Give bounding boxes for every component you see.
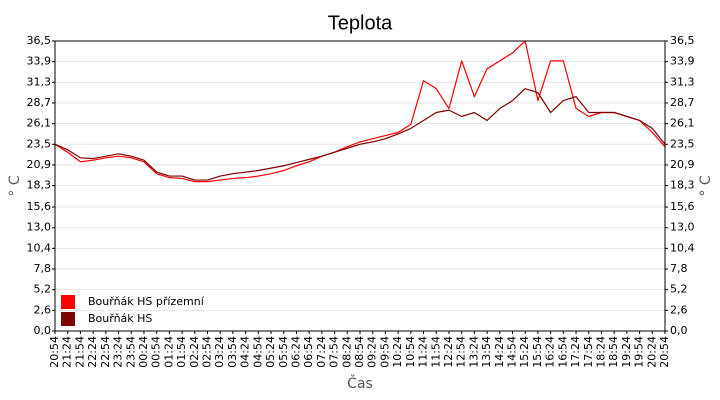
x-tick-label: 19:24 — [620, 336, 633, 368]
x-tick-label: 16:54 — [556, 336, 569, 368]
y-tick-label: 5,2 — [34, 283, 52, 296]
x-tick-label: 11:54 — [429, 336, 442, 368]
y2-tick-label: 15,6 — [670, 200, 695, 213]
x-tick-label: 07:24 — [315, 336, 328, 368]
y2-tick-label: 33,9 — [670, 55, 695, 68]
x-tick-label: 22:54 — [99, 336, 112, 368]
x-tick-label: 11:24 — [417, 336, 430, 368]
x-tick-label: 23:54 — [124, 336, 137, 368]
y-tick-label: 0,0 — [34, 324, 52, 337]
legend-swatch — [61, 312, 75, 326]
y2-tick-label: 0,0 — [670, 324, 688, 337]
x-tick-label: 03:54 — [226, 336, 239, 368]
x-tick-label: 02:54 — [201, 336, 214, 368]
chart-title: Teplota — [328, 12, 393, 34]
series-line — [54, 88, 666, 181]
y2-tick-label: 2,6 — [670, 303, 688, 316]
x-tick-label: 13:54 — [480, 336, 493, 368]
x-tick-label: 22:24 — [86, 336, 99, 368]
y2-axis-title: ° C — [698, 175, 714, 196]
x-tick-label: 04:24 — [239, 336, 252, 368]
y2-tick-label: 23,5 — [670, 137, 695, 150]
y2-tick-label: 7,8 — [670, 262, 688, 275]
x-tick-label: 15:54 — [531, 336, 544, 368]
x-tick-label: 18:24 — [594, 336, 607, 368]
y-tick-label: 18,3 — [27, 179, 52, 192]
x-tick-label: 09:24 — [366, 336, 379, 368]
x-tick-label: 23:24 — [112, 336, 125, 368]
x-tick-label: 10:24 — [391, 336, 404, 368]
y2-tick-label: 31,3 — [670, 75, 695, 88]
x-tick-label: 05:54 — [277, 336, 290, 368]
x-tick-label: 19:54 — [633, 336, 646, 368]
x-tick-label: 07:54 — [328, 336, 341, 368]
x-tick-label: 21:24 — [61, 336, 74, 368]
y2-tick-label: 36,5 — [670, 34, 695, 47]
y-tick-label: 7,8 — [34, 262, 52, 275]
y-tick-label: 28,7 — [27, 96, 52, 109]
x-tick-label: 05:24 — [264, 336, 277, 368]
y2-tick-label: 10,4 — [670, 241, 695, 254]
x-tick-label: 01:24 — [162, 336, 175, 368]
legend-label: Bouřňák HS — [88, 312, 152, 325]
y-tick-label: 10,4 — [27, 241, 52, 254]
x-tick-label: 14:24 — [493, 336, 506, 368]
x-tick-label: 04:54 — [251, 336, 264, 368]
y-tick-label: 26,1 — [27, 117, 52, 130]
x-tick-label: 09:54 — [378, 336, 391, 368]
x-tick-label: 12:24 — [442, 336, 455, 368]
y-tick-label: 31,3 — [27, 75, 52, 88]
x-tick-label: 06:24 — [289, 336, 302, 368]
y-tick-label: 36,5 — [27, 34, 52, 47]
y-tick-label: 33,9 — [27, 55, 52, 68]
x-tick-label: 20:54 — [658, 336, 671, 368]
y-axis-title: ° C — [7, 175, 23, 196]
y-tick-label: 23,5 — [27, 137, 52, 150]
x-tick-label: 12:54 — [455, 336, 468, 368]
x-tick-label: 10:54 — [404, 336, 417, 368]
legend-swatch — [61, 295, 75, 309]
x-tick-label: 21:54 — [73, 336, 86, 368]
x-tick-label: 17:24 — [569, 336, 582, 368]
y2-tick-label: 20,9 — [670, 158, 695, 171]
plot-frame — [54, 40, 666, 332]
x-tick-label: 01:54 — [175, 336, 188, 368]
y2-tick-label: 18,3 — [670, 179, 695, 192]
x-tick-label: 17:54 — [582, 336, 595, 368]
x-tick-label: 03:24 — [213, 336, 226, 368]
y2-tick-label: 28,7 — [670, 96, 695, 109]
x-tick-label: 06:54 — [302, 336, 315, 368]
series-line — [54, 40, 666, 183]
legend-label: Bouřňák HS přízemní — [88, 295, 205, 308]
y2-tick-label: 5,2 — [670, 283, 688, 296]
x-tick-label: 13:24 — [467, 336, 480, 368]
x-tick-label: 16:24 — [544, 336, 557, 368]
y-tick-label: 13,0 — [27, 221, 52, 234]
y2-tick-label: 26,1 — [670, 117, 695, 130]
x-tick-label: 20:54 — [48, 336, 61, 368]
x-tick-label: 00:24 — [137, 336, 150, 368]
x-tick-label: 15:24 — [518, 336, 531, 368]
x-tick-label: 08:24 — [340, 336, 353, 368]
x-tick-label: 14:54 — [506, 336, 519, 368]
x-tick-label: 20:24 — [645, 336, 658, 368]
x-tick-label: 02:24 — [188, 336, 201, 368]
y-tick-label: 15,6 — [27, 200, 52, 213]
y-tick-label: 20,9 — [27, 158, 52, 171]
x-axis-title: Čas — [347, 374, 373, 392]
y-tick-label: 2,6 — [34, 303, 52, 316]
x-tick-label: 08:54 — [353, 336, 366, 368]
y2-tick-label: 13,0 — [670, 221, 695, 234]
x-tick-label: 18:54 — [607, 336, 620, 368]
x-tick-label: 00:54 — [150, 336, 163, 368]
